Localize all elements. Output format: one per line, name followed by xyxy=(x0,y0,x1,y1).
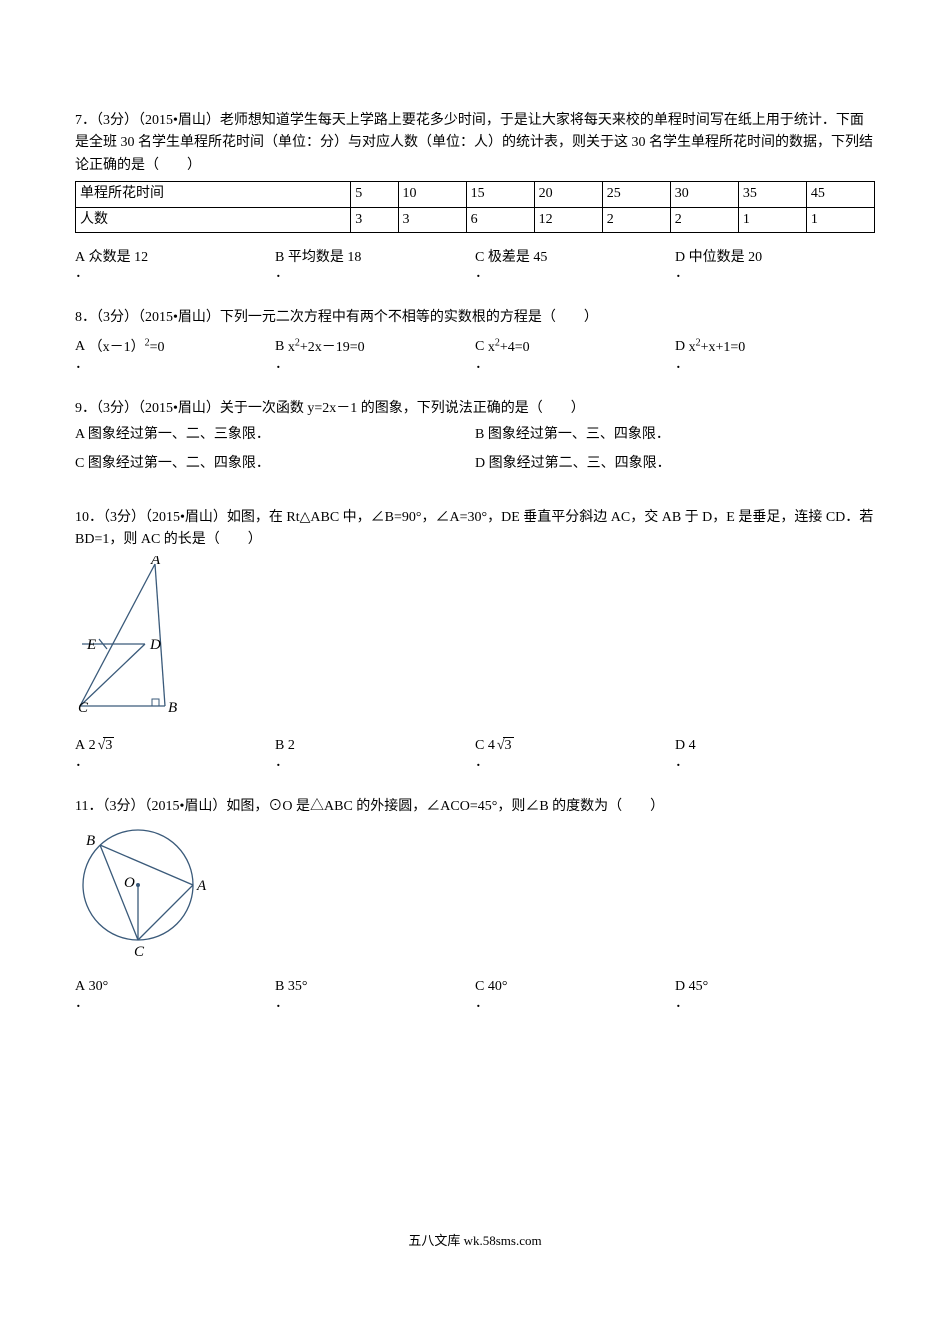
q8-options: A （x－1）2=0． B x2+2x－19=0． C x2+4=0． D x2… xyxy=(75,336,875,372)
option-d: D 中位数是 20． xyxy=(675,247,875,281)
option-b: B 图象经过第一、三、四象限． xyxy=(475,424,875,446)
q10-options: A 23． B 2． C 43． D 4． xyxy=(75,735,875,769)
circle-figure: A B C O xyxy=(75,822,225,962)
q9-text: 9．（3分）（2015•眉山）关于一次函数 y=2x－1 的图象，下列说法正确的… xyxy=(75,398,875,420)
option-c: C 43． xyxy=(475,735,675,769)
option-c: C 极差是 45． xyxy=(475,247,675,281)
q11-figure: A B C O xyxy=(75,822,875,970)
option-c: C x2+4=0． xyxy=(475,336,675,372)
svg-text:A: A xyxy=(150,556,161,568)
q11-options: A 30°． B 35°． C 40°． D 45°． xyxy=(75,976,875,1010)
option-c: C 40°． xyxy=(475,976,675,1010)
option-a: A （x－1）2=0． xyxy=(75,336,275,372)
option-b: B 平均数是 18． xyxy=(275,247,475,281)
table-row: 人数 3 3 6 12 2 2 1 1 xyxy=(76,207,875,232)
option-b: B 2． xyxy=(275,735,475,769)
svg-text:E: E xyxy=(86,637,96,653)
option-a: A 众数是 12． xyxy=(75,247,275,281)
option-b: B 35°． xyxy=(275,976,475,1010)
svg-text:C: C xyxy=(134,944,145,960)
option-a: A 30°． xyxy=(75,976,275,1010)
table-row: 单程所花时间 5 10 15 20 25 30 35 45 xyxy=(76,182,875,207)
triangle-figure: A B C D E xyxy=(75,556,205,721)
q10-text: 10．（3分）（2015•眉山）如图，在 Rt△ABC 中，∠B=90°，∠A=… xyxy=(75,507,875,552)
option-a: A 23． xyxy=(75,735,275,769)
question-10: 10．（3分）（2015•眉山）如图，在 Rt△ABC 中，∠B=90°，∠A=… xyxy=(75,507,875,770)
q7-table: 单程所花时间 5 10 15 20 25 30 35 45 人数 3 3 6 1… xyxy=(75,181,875,233)
option-b: B x2+2x－19=0． xyxy=(275,336,475,372)
question-8: 8．（3分）（2015•眉山）下列一元二次方程中有两个不相等的实数根的方程是（ … xyxy=(75,307,875,371)
option-d: D 45°． xyxy=(675,976,875,1010)
svg-text:C: C xyxy=(78,700,89,716)
svg-text:A: A xyxy=(196,878,207,894)
q10-figure: A B C D E xyxy=(75,556,875,729)
option-a: A 图象经过第一、二、三象限． xyxy=(75,424,475,446)
q7-text: 7．（3分）（2015•眉山）老师想知道学生每天上学路上要花多少时间，于是让大家… xyxy=(75,110,875,177)
svg-text:O: O xyxy=(124,875,135,891)
row-label: 单程所花时间 xyxy=(76,182,351,207)
option-d: D x2+x+1=0． xyxy=(675,336,875,372)
q9-options: A 图象经过第一、二、三象限． B 图象经过第一、三、四象限． C 图象经过第一… xyxy=(75,424,875,481)
option-d: D 图象经过第二、三、四象限． xyxy=(475,453,875,475)
option-c: C 图象经过第一、二、四象限． xyxy=(75,453,475,475)
question-11: 11．（3分）（2015•眉山）如图，⊙O 是△ABC 的外接圆，∠ACO=45… xyxy=(75,796,875,1011)
svg-text:B: B xyxy=(86,833,95,849)
q7-options: A 众数是 12． B 平均数是 18． C 极差是 45． D 中位数是 20… xyxy=(75,247,875,281)
question-9: 9．（3分）（2015•眉山）关于一次函数 y=2x－1 的图象，下列说法正确的… xyxy=(75,398,875,481)
svg-text:B: B xyxy=(168,700,177,716)
svg-text:D: D xyxy=(149,637,161,653)
row-label: 人数 xyxy=(76,207,351,232)
option-d: D 4． xyxy=(675,735,875,769)
q11-text: 11．（3分）（2015•眉山）如图，⊙O 是△ABC 的外接圆，∠ACO=45… xyxy=(75,796,875,818)
page-footer: 五八文库 wk.58sms.com xyxy=(75,1231,875,1252)
q8-text: 8．（3分）（2015•眉山）下列一元二次方程中有两个不相等的实数根的方程是（ … xyxy=(75,307,875,329)
question-7: 7．（3分）（2015•眉山）老师想知道学生每天上学路上要花多少时间，于是让大家… xyxy=(75,110,875,281)
